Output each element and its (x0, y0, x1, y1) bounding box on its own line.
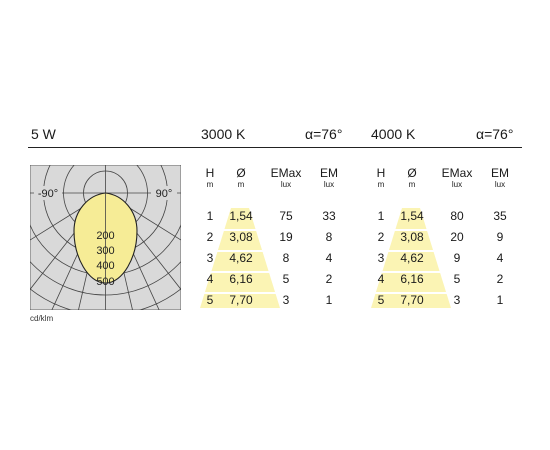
cell-height: 3 (206, 251, 214, 265)
cell-em: 1 (496, 293, 504, 307)
cell-height: 1 (377, 209, 385, 223)
cell-emax: 5 (282, 272, 290, 286)
cell-emax: 3 (282, 293, 290, 307)
cell-height: 4 (377, 272, 385, 286)
cell-emax: 5 (453, 272, 461, 286)
cell-diameter: 3,08 (229, 230, 253, 244)
ring-label-200: 200 (96, 230, 114, 242)
header-em: EM lux (320, 166, 338, 189)
cell-height: 5 (206, 293, 214, 307)
cct-label-4000: 4000 K (371, 126, 416, 142)
ring-label-500: 500 (96, 276, 114, 288)
cell-diameter: 6,16 (400, 272, 424, 286)
beam-angle-4000: α=76° (476, 126, 514, 142)
beam-cone-highlight (198, 208, 358, 308)
ring-label-400: 400 (96, 260, 114, 272)
header-emax: EMax lux (441, 166, 473, 189)
cell-height: 2 (206, 230, 214, 244)
ring-label-300: 300 (96, 245, 114, 257)
cell-em: 33 (322, 209, 336, 223)
beam-cone-highlight (369, 208, 529, 308)
header-emax: EMax lux (270, 166, 302, 189)
polar-unit-label: cd/klm (30, 314, 54, 323)
cell-em: 8 (325, 230, 333, 244)
cell-diameter: 1,54 (229, 209, 253, 223)
cell-emax: 9 (453, 251, 461, 265)
cell-diameter: 1,54 (400, 209, 424, 223)
cell-em: 2 (325, 272, 333, 286)
cell-em: 4 (325, 251, 333, 265)
cell-height: 5 (377, 293, 385, 307)
cell-diameter: 4,62 (400, 251, 424, 265)
cell-diameter: 7,70 (229, 293, 253, 307)
cell-em: 9 (496, 230, 504, 244)
cell-emax: 3 (453, 293, 461, 307)
cell-diameter: 4,62 (229, 251, 253, 265)
cell-height: 3 (377, 251, 385, 265)
cell-em: 4 (496, 251, 504, 265)
cell-emax: 19 (279, 230, 293, 244)
cell-diameter: 7,70 (400, 293, 424, 307)
cell-em: 35 (493, 209, 507, 223)
cell-height: 4 (206, 272, 214, 286)
cell-emax: 20 (450, 230, 464, 244)
cell-diameter: 6,16 (229, 272, 253, 286)
power-label: 5 W (31, 126, 56, 142)
cell-emax: 75 (279, 209, 293, 223)
angle-label-right: 90° (156, 188, 173, 200)
cell-em: 2 (496, 272, 504, 286)
header-rule (28, 147, 522, 148)
cct-label-3000: 3000 K (201, 126, 246, 142)
cell-emax: 8 (282, 251, 290, 265)
cell-diameter: 3,08 (400, 230, 424, 244)
angle-label-left: -90° (38, 188, 58, 200)
polar-light-distribution: -90° 90° 200 300 400 500 (30, 165, 181, 310)
beam-angle-3000: α=76° (305, 126, 343, 142)
cell-height: 1 (206, 209, 214, 223)
cell-em: 1 (325, 293, 333, 307)
header-em: EM lux (491, 166, 509, 189)
cell-emax: 80 (450, 209, 464, 223)
cell-height: 2 (377, 230, 385, 244)
